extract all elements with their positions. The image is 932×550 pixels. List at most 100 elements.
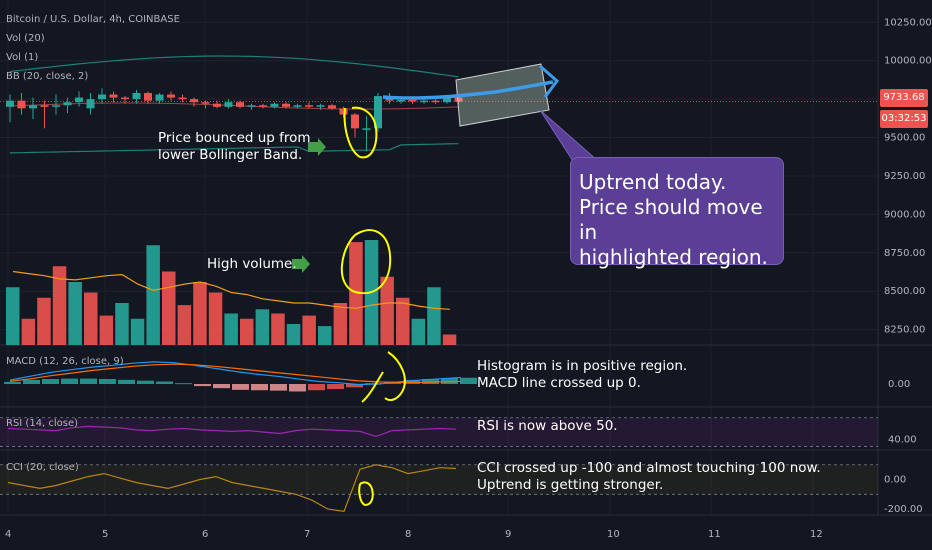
volume-bar bbox=[52, 266, 67, 345]
bb-basis bbox=[9, 102, 459, 110]
macd-line bbox=[9, 361, 462, 386]
macd-histogram-bar bbox=[23, 379, 40, 384]
candle-body bbox=[374, 96, 382, 129]
volume-bar bbox=[37, 297, 51, 345]
rsi-pane-label[interactable]: RSI (14, close) bbox=[6, 418, 79, 429]
candle-body bbox=[98, 94, 106, 100]
volume-bar bbox=[271, 313, 285, 345]
candle-body bbox=[362, 128, 371, 130]
volume-bar bbox=[130, 318, 145, 345]
volume-bar bbox=[380, 276, 394, 345]
time-tick-label: 4 bbox=[5, 529, 11, 540]
candle-body bbox=[109, 94, 118, 98]
projection-arrow-shaft bbox=[382, 80, 554, 100]
callout-line2: Price should move in bbox=[579, 195, 763, 244]
candle-body bbox=[282, 103, 290, 107]
rsi-pane bbox=[0, 417, 878, 447]
candle-body bbox=[316, 105, 325, 107]
candle-body bbox=[408, 99, 417, 102]
macd-histogram-bar bbox=[194, 384, 211, 387]
candle-body bbox=[293, 105, 302, 107]
cci-pane-label[interactable]: CCI (20, close) bbox=[6, 462, 79, 473]
bb-note-line2: lower Bollinger Band. bbox=[158, 147, 303, 163]
volume-bar bbox=[177, 305, 192, 345]
time-tick-label: 7 bbox=[304, 529, 310, 540]
time-tick-label: 8 bbox=[405, 529, 411, 540]
volume-bar bbox=[84, 292, 98, 345]
candle-body bbox=[17, 100, 26, 109]
candle-body bbox=[443, 97, 451, 103]
candle-body bbox=[75, 97, 83, 103]
volume-note: High volume. bbox=[207, 256, 297, 272]
candle-body bbox=[236, 102, 244, 107]
candle-body bbox=[155, 94, 164, 101]
price-tick-label: 8750.00 bbox=[884, 248, 925, 259]
candle-body bbox=[178, 97, 187, 100]
candle-body bbox=[247, 105, 256, 107]
macd-histogram-bar bbox=[4, 381, 21, 384]
price-tick-label: 9000.00 bbox=[884, 209, 925, 220]
candle-body bbox=[6, 100, 14, 107]
rsi-note: RSI is now above 50. bbox=[477, 418, 618, 434]
macd-histogram-bar bbox=[251, 384, 268, 391]
indicator-label-bb[interactable]: BB (20, close, 2) bbox=[6, 71, 89, 82]
volume-bar bbox=[208, 292, 223, 345]
candle-body bbox=[190, 99, 198, 103]
candle-body bbox=[454, 97, 463, 102]
candle-body bbox=[420, 100, 428, 103]
cci-note-line1: CCI crossed up -100 and almost touching … bbox=[477, 460, 821, 476]
candle-body bbox=[201, 102, 210, 104]
callout-line3: highlighted region. bbox=[579, 245, 768, 269]
time-tick-label: 9 bbox=[505, 529, 511, 540]
macd-tick-label: 0.00 bbox=[888, 379, 910, 390]
price-tick-label: 10250.00 bbox=[884, 17, 932, 28]
candle-body bbox=[351, 114, 359, 129]
time-tick-label: 6 bbox=[202, 529, 208, 540]
price-tick-label: 8500.00 bbox=[884, 286, 925, 297]
volume-bar bbox=[396, 297, 410, 345]
macd-note-line2: MACD line crossed up 0. bbox=[477, 375, 641, 391]
candle-body bbox=[305, 105, 313, 107]
candle-body bbox=[63, 102, 72, 106]
macd-histogram-bar bbox=[346, 384, 363, 388]
time-tick-label: 5 bbox=[102, 529, 108, 540]
macd-histogram-bar bbox=[422, 379, 439, 384]
candle-body bbox=[167, 94, 175, 98]
callout-line1: Uptrend today. bbox=[579, 170, 727, 194]
rsi-band bbox=[0, 417, 878, 447]
projection-arrow-head bbox=[539, 64, 560, 98]
macd-histogram-bar bbox=[137, 380, 154, 384]
candle-body bbox=[259, 105, 267, 107]
candle-body bbox=[339, 108, 348, 115]
cci-note-line2: Uptrend is getting stronger. bbox=[477, 477, 664, 493]
rsi-tick-label: 40.00 bbox=[888, 434, 917, 445]
volume-bar bbox=[21, 318, 36, 345]
volume-bar bbox=[240, 318, 254, 345]
volume-note-arrow bbox=[292, 255, 310, 273]
volume-bar bbox=[349, 242, 363, 345]
uptrend-callout[interactable]: Uptrend today. Price should move in high… bbox=[570, 157, 784, 269]
bb-note-arrow bbox=[308, 138, 326, 156]
macd-histogram-bar bbox=[99, 379, 116, 384]
volume-bar bbox=[427, 287, 441, 345]
cci-cross-highlight bbox=[358, 481, 374, 507]
candle-body bbox=[397, 99, 405, 102]
macd-pane-label[interactable]: MACD (12, 26, close, 9) bbox=[6, 356, 124, 367]
time-tick-label: 11 bbox=[708, 529, 721, 540]
indicator-label-vol1[interactable]: Vol (1) bbox=[6, 52, 39, 63]
bb-bounce-highlight bbox=[343, 106, 378, 159]
volume-bar bbox=[411, 318, 426, 345]
volume-bar bbox=[442, 334, 457, 345]
price-tick-label: 9500.00 bbox=[884, 133, 925, 144]
volume-bar bbox=[318, 326, 332, 345]
macd-histogram-bar bbox=[175, 383, 192, 385]
macd-pane bbox=[4, 361, 477, 392]
price-tick-label: 9250.00 bbox=[884, 171, 925, 182]
indicator-label-vol20[interactable]: Vol (20) bbox=[6, 33, 45, 44]
cci-tick-label: 0.00 bbox=[884, 475, 906, 486]
time-tick-label: 10 bbox=[607, 529, 620, 540]
candle-body bbox=[52, 105, 60, 107]
volume-bar bbox=[6, 287, 20, 345]
volume-bar bbox=[333, 303, 348, 345]
